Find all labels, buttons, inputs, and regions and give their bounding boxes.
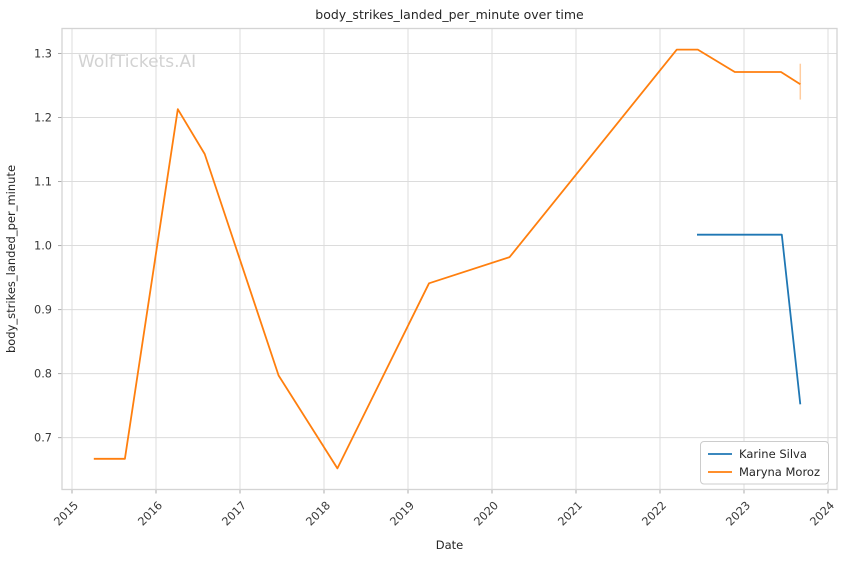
series-line-maryna-moroz: [93, 48, 801, 470]
series-lines: [93, 48, 802, 470]
y-axis-label: body_strikes_landed_per_minute: [4, 165, 18, 353]
y-tick-label: 1.1: [34, 176, 52, 189]
series-line-karine-silva: [697, 233, 802, 405]
y-tick-label: 0.9: [34, 304, 52, 317]
x-tick-label: 2016: [136, 499, 166, 529]
y-tick-label: 1.2: [34, 111, 52, 124]
legend-box: [700, 441, 829, 485]
x-tick-label: 2018: [304, 499, 334, 529]
x-tick-label: 2019: [388, 499, 418, 529]
y-tick-label: 1.3: [34, 47, 52, 60]
y-tick-label: 0.7: [34, 432, 52, 445]
x-tick-label: 2020: [472, 499, 502, 529]
x-tick-labels: 2015 2016 2017 2018 2019 2020 2021 2022 2023 2024: [52, 499, 838, 529]
y-tick-labels: 0.7 0.8 0.9 1.0 1.1 1.2 1.3: [34, 47, 52, 444]
x-tick-label: 2015: [52, 499, 82, 529]
x-tick-label: 2024: [808, 499, 838, 529]
legend-label-maryna-moroz: Maryna Moroz: [739, 465, 820, 479]
tick-marks: [58, 52, 829, 494]
plot-area-border: [61, 27, 838, 491]
legend-label-karine-silva: Karine Silva: [739, 447, 807, 461]
x-axis-label: Date: [436, 538, 464, 552]
y-tick-label: 0.8: [34, 368, 52, 381]
y-tick-label: 1.0: [34, 240, 52, 253]
x-tick-label: 2023: [724, 499, 754, 529]
x-tick-label: 2021: [556, 499, 586, 529]
x-tick-label: 2017: [220, 499, 250, 529]
grid-lines: [62, 28, 837, 490]
watermark-text: WolfTickets.AI: [78, 52, 196, 72]
x-tick-label: 2022: [640, 499, 670, 529]
legend: Karine Silva Maryna Moroz: [700, 441, 829, 485]
chart-title: body_strikes_landed_per_minute over time: [315, 7, 584, 22]
